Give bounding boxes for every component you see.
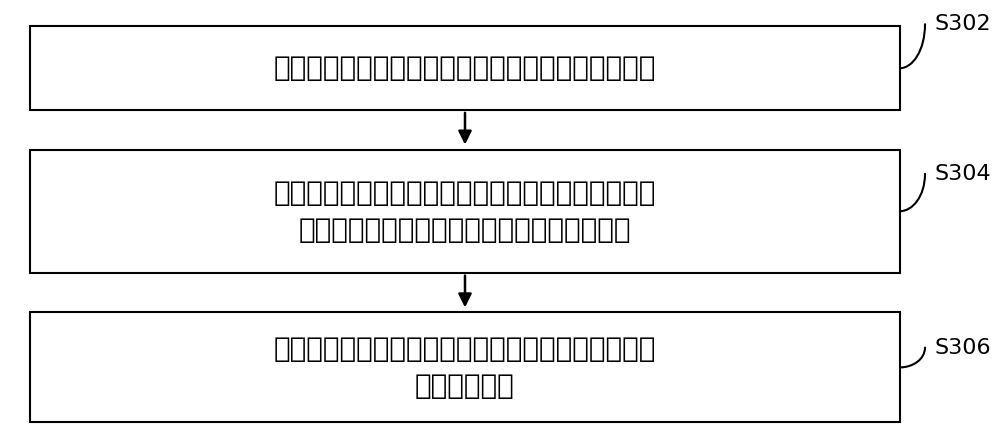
Bar — [30, 312, 900, 422]
Text: S302: S302 — [935, 14, 992, 34]
Text: S306: S306 — [935, 337, 992, 358]
Text: 根据关系维度的预设权重确定关系人与确诊患者之间
的接触权重集: 根据关系维度的预设权重确定关系人与确诊患者之间 的接触权重集 — [274, 335, 656, 400]
Bar — [30, 26, 900, 110]
Text: 通过关系人的时空维度对社会行为记录进行筛选处理: 通过关系人的时空维度对社会行为记录进行筛选处理 — [274, 54, 656, 82]
Text: S304: S304 — [935, 164, 992, 184]
Text: 根据筛选处理后的社会行为记录确定确诊患者与关系
人之间的接触关系和接触关系所属的关系维度: 根据筛选处理后的社会行为记录确定确诊患者与关系 人之间的接触关系和接触关系所属的… — [274, 179, 656, 244]
Bar — [30, 150, 900, 273]
